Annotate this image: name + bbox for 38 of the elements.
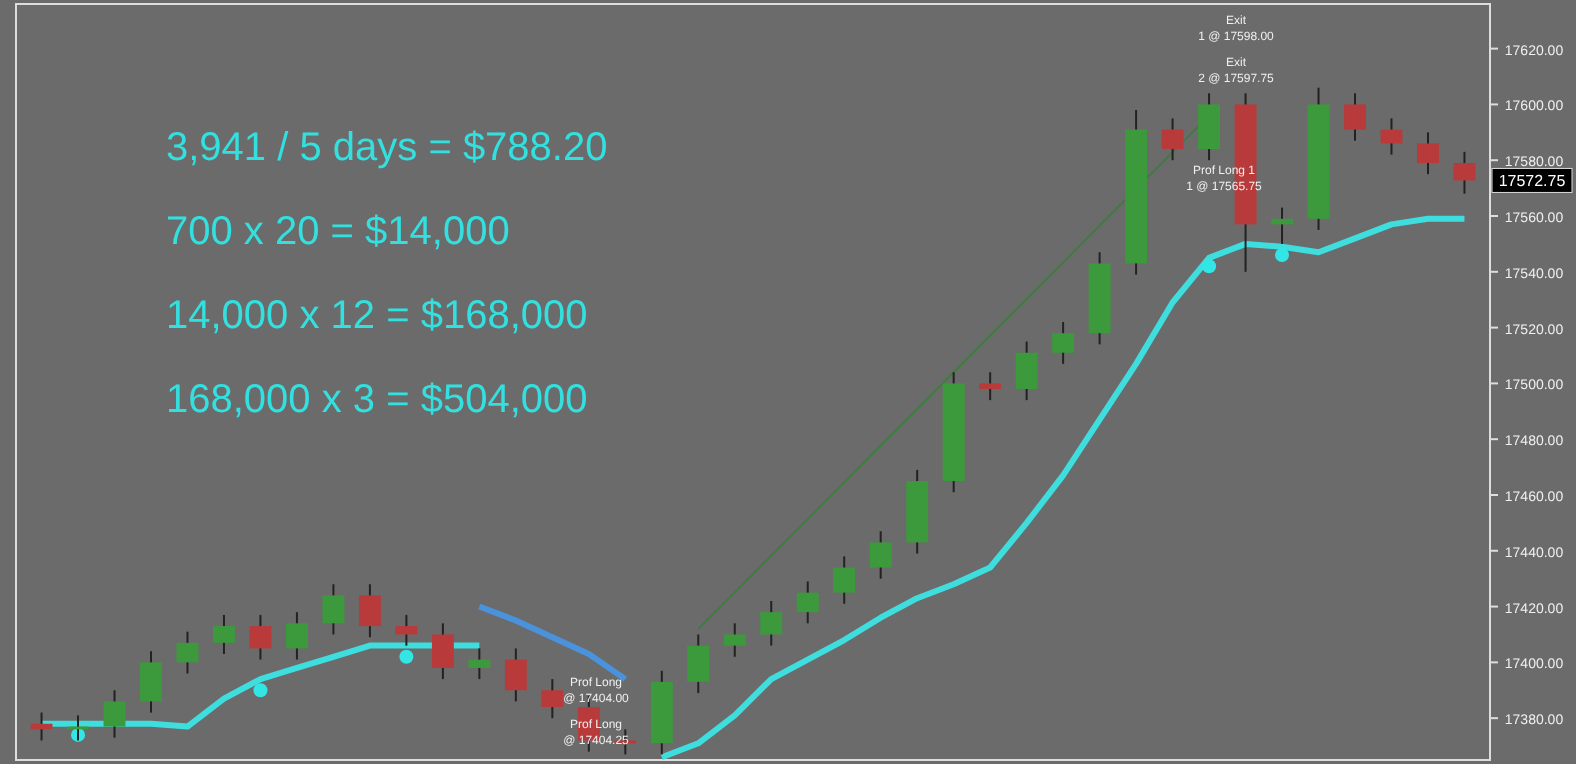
candlestick — [1015, 340, 1038, 402]
point — [1275, 248, 1290, 263]
candlestick — [1380, 117, 1403, 156]
candlestick — [176, 630, 199, 675]
candlestick — [979, 371, 1002, 402]
candlestick — [833, 555, 856, 605]
candlestick — [395, 613, 418, 647]
candlestick — [869, 530, 892, 580]
candlestick — [358, 583, 381, 639]
candlestick — [504, 647, 527, 703]
annotation: 17572.75 — [1498, 172, 1567, 191]
candlestick — [1052, 321, 1075, 365]
candlestick — [140, 650, 162, 714]
candlestick — [1271, 206, 1293, 245]
candlestick — [213, 613, 235, 655]
point — [399, 649, 414, 664]
candlestick — [249, 613, 272, 661]
annotation: 700 x 20 = $14,000 — [166, 210, 510, 254]
candlestick — [1417, 131, 1439, 176]
candlestick — [322, 583, 345, 636]
annotation: 3,941 / 5 days = $788.20 — [166, 126, 608, 170]
candlestick — [541, 678, 564, 720]
candlestick — [1453, 150, 1476, 195]
annotation: 168,000 x 3 = $504,000 — [166, 378, 588, 422]
candlestick — [285, 611, 308, 661]
annotation: 14,000 x 12 = $168,000 — [166, 294, 588, 338]
candlestick — [1344, 92, 1366, 142]
candlestick — [687, 633, 710, 695]
candlestick — [723, 622, 746, 658]
point — [1202, 259, 1217, 274]
candlestick — [1198, 92, 1221, 162]
point — [253, 683, 268, 698]
candlestick — [796, 580, 819, 625]
candlestick — [431, 622, 454, 681]
candlestick — [1161, 117, 1184, 162]
candlestick — [760, 599, 783, 647]
candlestick — [103, 689, 126, 739]
candlestick — [468, 647, 491, 681]
